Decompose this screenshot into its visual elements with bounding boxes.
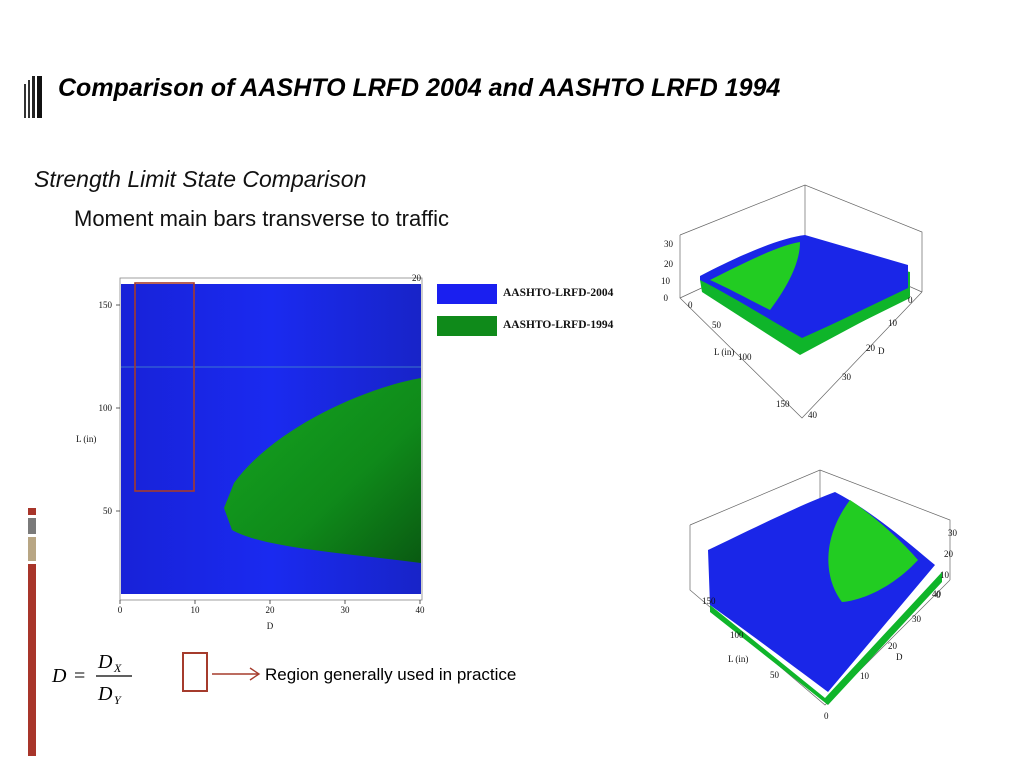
- d-tick-label: 20: [866, 343, 876, 353]
- z-tick-label: 30: [664, 239, 674, 249]
- l-tick-label: 0: [824, 711, 829, 721]
- practice-region-box: [134, 282, 195, 492]
- formula-numerator: D: [97, 651, 113, 673]
- region-note: Region generally used in practice: [265, 665, 517, 684]
- y-tick-label: 50: [103, 506, 113, 516]
- x-axis-label: D: [267, 621, 274, 631]
- axis-ticks: [116, 304, 421, 604]
- slide-subtitle: Strength Limit State Comparison: [34, 166, 367, 192]
- d-tick-label: 10: [888, 318, 898, 328]
- d-axis-label: D: [878, 346, 885, 356]
- region-1994-area: [224, 378, 421, 563]
- formula-denominator: D: [97, 683, 113, 705]
- z-tick-label: 20: [664, 259, 674, 269]
- x-tick-label: 0: [118, 605, 123, 615]
- d-axis-label: D: [896, 652, 903, 662]
- legend-label-2004: AASHTO-LRFD-2004: [503, 287, 614, 299]
- legend-swatch-1994: [437, 316, 497, 336]
- slide-title: Comparison of AASHTO LRFD 2004 and AASHT…: [58, 74, 781, 102]
- z-tick-label: 0: [664, 293, 669, 303]
- l-tick-label: 100: [738, 352, 752, 362]
- surface-plot-bottom: 30 20 10 0 150 100 50 0 L (in) 40 30 20 …: [689, 469, 958, 721]
- ratio-formula: D = D X D Y: [51, 651, 132, 707]
- formula-denominator-sub: Y: [114, 693, 122, 707]
- d-tick-label: 40: [932, 589, 942, 599]
- l-tick-label: 0: [688, 300, 693, 310]
- formula-numerator-sub: X: [113, 661, 122, 675]
- arrow-icon: [212, 667, 261, 681]
- d-tick-label: 30: [842, 372, 852, 382]
- d-tick-label: 40: [808, 410, 818, 420]
- surface-plot-top: 30 20 10 0 0 50 100 150 L (in) 0 10 20 3…: [661, 184, 923, 420]
- legend-swatch-2004: [437, 284, 497, 304]
- sidebar-decoration: [28, 508, 36, 756]
- z-tick-label: 20: [944, 549, 954, 559]
- d-tick-label: 30: [912, 614, 922, 624]
- y-axis-label: L (in): [76, 434, 96, 444]
- region-plot: 0 10 20 30 40 50 100 150 D L (in) 20: [76, 273, 426, 631]
- surface-1994-patch: [710, 242, 800, 310]
- x-tick-label: 40: [416, 605, 426, 615]
- formula-equals: =: [74, 665, 85, 687]
- d-tick-label: 0: [908, 295, 913, 305]
- d-tick-label: 20: [888, 641, 898, 651]
- l-axis-label: L (in): [728, 654, 748, 664]
- z-tick-label: 10: [940, 570, 950, 580]
- x-tick-label: 10: [191, 605, 201, 615]
- y-tick-label: 100: [99, 403, 113, 413]
- slide-subsubtitle: Moment main bars transverse to traffic: [74, 206, 449, 231]
- formula-lhs: D: [51, 665, 67, 687]
- l-axis-label: L (in): [714, 347, 734, 357]
- corner-label: 20: [412, 273, 422, 283]
- plot-frame: [119, 277, 423, 601]
- y-tick-label: 150: [99, 300, 113, 310]
- l-tick-label: 150: [776, 399, 790, 409]
- x-tick-label: 30: [341, 605, 351, 615]
- surface-1994-patch: [828, 500, 918, 602]
- d-tick-label: 10: [860, 671, 870, 681]
- x-tick-label: 20: [266, 605, 276, 615]
- legend-label-1994: AASHTO-LRFD-1994: [503, 319, 614, 331]
- l-tick-label: 150: [702, 596, 716, 606]
- region-symbol: [182, 652, 208, 692]
- l-tick-label: 100: [730, 630, 744, 640]
- z-tick-label: 30: [948, 528, 958, 538]
- title-marker: [24, 76, 42, 118]
- legend: AASHTO-LRFD-2004 AASHTO-LRFD-1994: [437, 278, 623, 340]
- surface-1994-edge: [810, 288, 910, 345]
- l-tick-label: 50: [770, 670, 780, 680]
- z-tick-label: 10: [661, 276, 671, 286]
- z-tick-label: 0: [936, 590, 941, 600]
- l-tick-label: 50: [712, 320, 722, 330]
